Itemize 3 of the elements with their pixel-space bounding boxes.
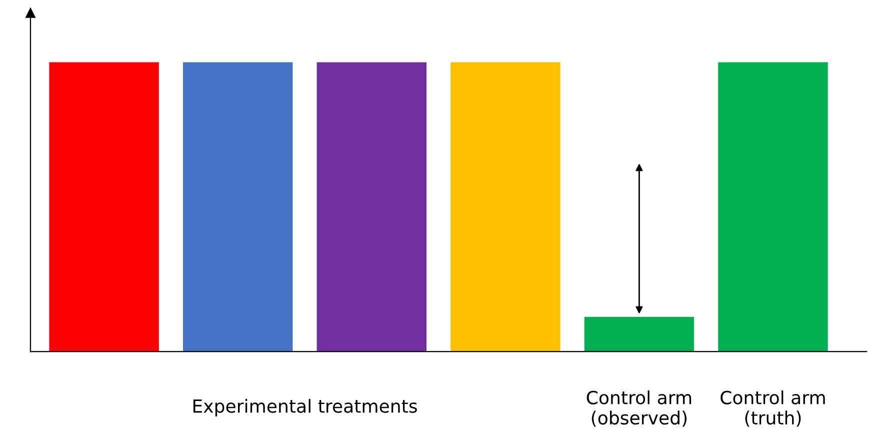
x-tick-label: Control arm (observed) — [586, 390, 692, 427]
x-tick-label: Control arm (truth) — [720, 390, 825, 427]
text: Experimental treatments — [193, 398, 417, 416]
